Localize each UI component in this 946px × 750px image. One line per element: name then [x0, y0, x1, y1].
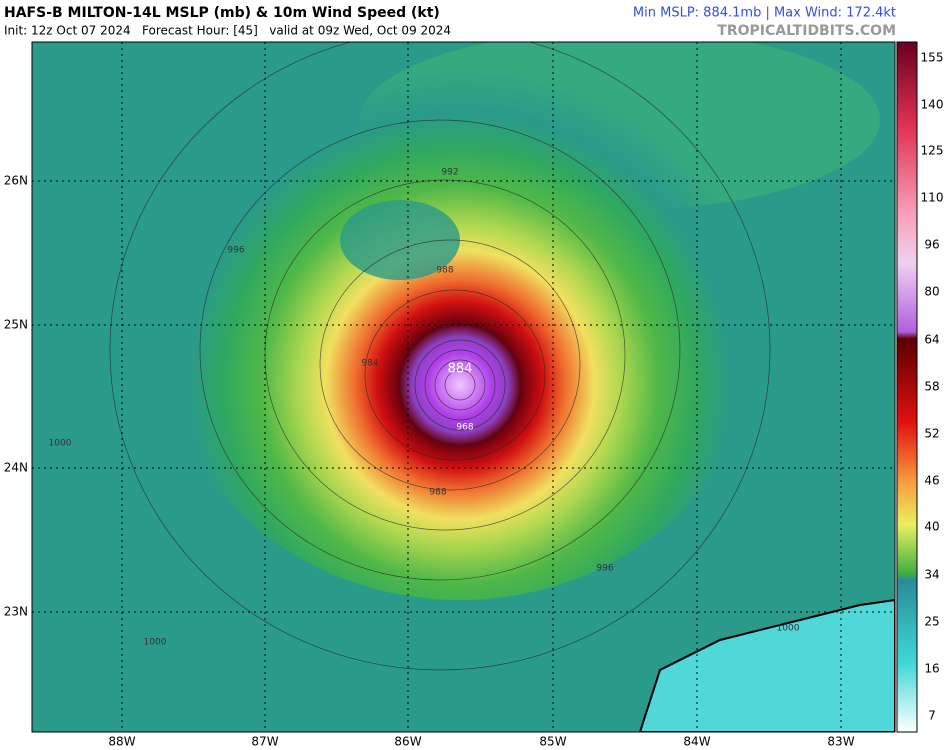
- lat-label: 26N: [4, 174, 28, 188]
- colorbar-label: 25: [924, 615, 939, 629]
- contour-label: 1000: [144, 638, 167, 648]
- contour-label: 984: [361, 359, 378, 369]
- lon-label: 86W: [394, 735, 421, 749]
- colorbar-label: 7: [928, 709, 936, 723]
- colorbar-label: 155: [921, 51, 944, 65]
- contour-label: 996: [227, 246, 244, 256]
- source: TROPICALTIDBITS.COM: [717, 23, 896, 39]
- contour-label: 884: [448, 362, 473, 377]
- colorbar-label: 34: [924, 568, 939, 582]
- colorbar-label: 125: [921, 144, 944, 158]
- colorbar-label: 64: [924, 333, 939, 347]
- lon-label: 84W: [683, 735, 710, 749]
- colorbar: [896, 41, 918, 733]
- stats: Min MSLP: 884.1mb | Max Wind: 172.4kt: [633, 6, 896, 21]
- lon-label: 85W: [539, 735, 566, 749]
- graticule: [32, 42, 895, 732]
- map: 884 988 992 996 1000 968 984 988 996 1000 1000: [32, 42, 895, 732]
- dry-slot: [340, 200, 460, 280]
- lat-label: 24N: [4, 461, 28, 475]
- contour-label: 988: [436, 266, 453, 276]
- colorbar-label: 52: [924, 427, 939, 441]
- colorbar-label: 40: [924, 520, 939, 534]
- colorbar-label: 140: [921, 98, 944, 112]
- map-frame: [31, 41, 896, 733]
- subtitle: Init: 12z Oct 07 2024 Forecast Hour: [45…: [4, 24, 451, 38]
- colorbar-label: 110: [921, 191, 944, 205]
- lon-label: 87W: [251, 735, 278, 749]
- colorbar-label: 80: [924, 285, 939, 299]
- contour-label: 1000: [777, 624, 800, 634]
- colorbar-label: 96: [924, 238, 939, 252]
- lat-label: 25N: [4, 318, 28, 332]
- colorbar-label: 46: [924, 474, 939, 488]
- contour-label: 996: [596, 564, 613, 574]
- contour-label: 968: [456, 423, 473, 433]
- contour-label: 992: [441, 168, 458, 178]
- contour-label: 1000: [49, 439, 72, 449]
- title: HAFS-B MILTON-14L MSLP (mb) & 10m Wind S…: [4, 5, 440, 21]
- storm: [160, 60, 760, 600]
- lon-label: 88W: [108, 735, 135, 749]
- lon-label: 83W: [827, 735, 854, 749]
- isobars: [109, 42, 771, 671]
- colorbar-label: 58: [924, 380, 939, 394]
- contour-label: 988: [429, 488, 446, 498]
- lat-label: 23N: [4, 605, 28, 619]
- colorbar-label: 16: [924, 662, 939, 676]
